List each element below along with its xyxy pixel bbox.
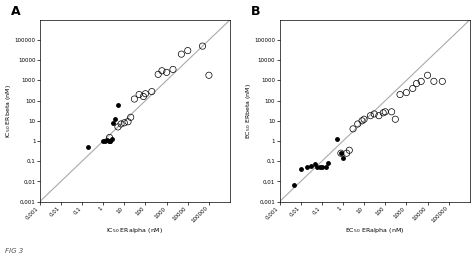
Point	[358, 119, 366, 123]
Point	[409, 86, 417, 90]
Point	[360, 117, 368, 121]
Point	[324, 161, 332, 165]
Point	[375, 114, 383, 118]
Point	[392, 117, 399, 121]
Point	[316, 165, 324, 169]
Point	[111, 117, 118, 121]
Point	[370, 112, 378, 116]
Point	[114, 103, 122, 107]
Point	[169, 67, 177, 71]
Point	[114, 125, 122, 129]
Point	[108, 137, 115, 141]
Y-axis label: IC$_{50}$ ERbeta (nM): IC$_{50}$ ERbeta (nM)	[4, 84, 13, 138]
Point	[106, 139, 113, 143]
Point	[367, 114, 374, 118]
Point	[438, 79, 446, 83]
Point	[349, 127, 357, 131]
Point	[124, 120, 132, 124]
Point	[84, 145, 92, 149]
Point	[339, 156, 347, 160]
X-axis label: EC$_{50}$ ERalpha (nM): EC$_{50}$ ERalpha (nM)	[345, 226, 404, 235]
Point	[158, 69, 166, 73]
Point	[303, 165, 311, 169]
Point	[291, 183, 298, 187]
Point	[343, 151, 350, 155]
X-axis label: IC$_{50}$ ERalpha (nM): IC$_{50}$ ERalpha (nM)	[106, 226, 164, 235]
Point	[184, 49, 191, 53]
Point	[105, 139, 112, 143]
Point	[424, 73, 431, 77]
Point	[205, 73, 213, 77]
Point	[379, 111, 387, 115]
Point	[313, 165, 321, 169]
Point	[382, 110, 389, 114]
Text: B: B	[251, 5, 260, 18]
Point	[413, 82, 420, 86]
Point	[430, 79, 438, 83]
Point	[100, 139, 107, 143]
Point	[127, 115, 135, 119]
Point	[297, 167, 304, 171]
Point	[337, 151, 345, 155]
Point	[199, 44, 206, 48]
Point	[135, 92, 143, 97]
Point	[103, 138, 111, 142]
Point	[148, 90, 155, 94]
Point	[101, 139, 109, 143]
Point	[337, 151, 345, 155]
Point	[142, 92, 149, 96]
Point	[106, 135, 113, 139]
Y-axis label: EC$_{50}$ ERbeta (nM): EC$_{50}$ ERbeta (nM)	[244, 83, 253, 139]
Point	[131, 97, 138, 101]
Point	[107, 139, 114, 143]
Point	[120, 121, 128, 125]
Point	[354, 122, 362, 126]
Text: FIG 3: FIG 3	[5, 248, 23, 254]
Point	[322, 165, 329, 169]
Point	[109, 121, 117, 125]
Point	[163, 70, 171, 74]
Point	[178, 52, 185, 56]
Point	[402, 91, 410, 95]
Point	[140, 94, 147, 99]
Point	[155, 72, 162, 76]
Point	[117, 122, 125, 126]
Text: A: A	[11, 5, 21, 18]
Point	[307, 164, 315, 168]
Point	[388, 110, 395, 114]
Point	[418, 79, 425, 83]
Point	[311, 162, 319, 166]
Point	[333, 137, 340, 141]
Point	[318, 165, 326, 169]
Point	[396, 92, 404, 97]
Point	[346, 148, 353, 152]
